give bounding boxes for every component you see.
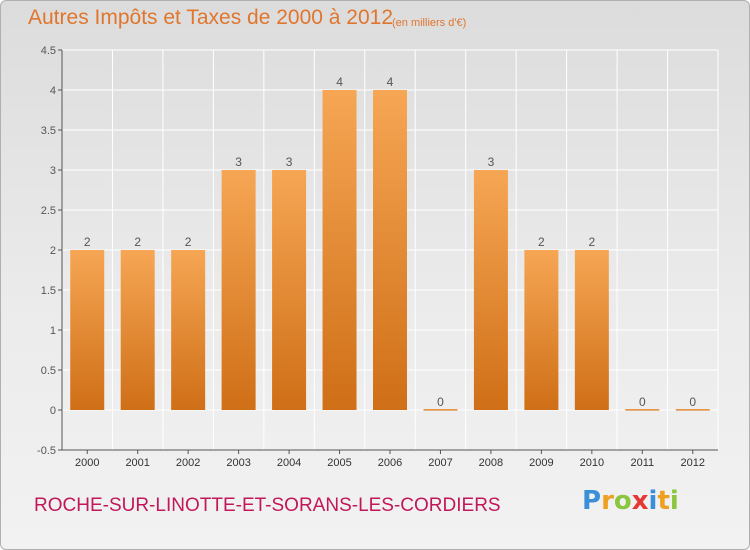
x-tick-label: 2003: [226, 457, 250, 469]
y-tick-label: 0.5: [41, 365, 56, 377]
logo-letter: i: [669, 486, 679, 516]
data-label: 0: [689, 395, 696, 409]
bar: [120, 250, 155, 410]
x-tick-label: 2000: [75, 457, 99, 469]
chart-subtitle: (en milliers d'€): [392, 17, 467, 29]
data-label: 2: [185, 235, 192, 249]
bar: [272, 170, 307, 410]
data-label: 0: [639, 395, 646, 409]
x-tick-label: 2001: [125, 457, 149, 469]
x-tick-label: 2006: [378, 457, 402, 469]
y-tick-label: 0: [50, 405, 56, 417]
data-label: 3: [235, 155, 242, 169]
y-tick-label: 4.5: [41, 45, 56, 57]
bar: [171, 250, 206, 410]
logo-letter: o: [613, 486, 632, 516]
x-tick-label: 2012: [681, 457, 705, 469]
y-tick-label: -0.5: [37, 445, 56, 457]
data-label: 2: [84, 235, 91, 249]
bar: [423, 409, 458, 411]
x-tick-label: 2009: [529, 457, 553, 469]
x-tick-label: 2008: [479, 457, 503, 469]
data-label: 4: [336, 75, 343, 89]
y-tick-label: 2: [50, 245, 56, 257]
y-tick-label: 4: [50, 85, 56, 97]
data-label: 2: [134, 235, 141, 249]
data-label: 2: [589, 235, 596, 249]
bar: [70, 250, 105, 410]
x-tick-label: 2002: [176, 457, 200, 469]
y-tick-label: 1: [50, 325, 56, 337]
logo-letter: P: [582, 486, 602, 516]
bar: [675, 409, 710, 411]
logo-letter: x: [631, 486, 649, 516]
x-tick-label: 2005: [327, 457, 351, 469]
bar: [574, 250, 609, 410]
data-label: 4: [387, 75, 394, 89]
logo-letter: r: [601, 486, 614, 516]
logo-letter: t: [657, 486, 670, 516]
chart-title: Autres Impôts et Taxes de 2000 à 2012: [28, 6, 394, 29]
bar: [524, 250, 559, 410]
y-tick-label: 3: [50, 165, 56, 177]
data-label: 3: [286, 155, 293, 169]
bar: [625, 409, 660, 411]
y-tick-label: 3.5: [41, 125, 56, 137]
data-label: 3: [488, 155, 495, 169]
logo-letter: i: [648, 486, 658, 516]
data-label: 2: [538, 235, 545, 249]
bar: [373, 90, 407, 410]
proxiti-logo[interactable]: Proxiti: [582, 486, 679, 516]
x-tick-label: 2004: [277, 457, 301, 469]
bar: [322, 90, 357, 410]
x-tick-label: 2010: [580, 457, 604, 469]
x-tick-label: 2007: [428, 457, 452, 469]
data-label: 0: [437, 395, 444, 409]
commune-name: ROCHE-SUR-LINOTTE-ET-SORANS-LES-CORDIERS: [34, 495, 501, 516]
y-tick-label: 2.5: [41, 205, 56, 217]
y-tick-label: 1.5: [41, 285, 56, 297]
bar: [473, 170, 508, 410]
x-tick-label: 2011: [630, 457, 654, 469]
bar: [221, 170, 256, 410]
